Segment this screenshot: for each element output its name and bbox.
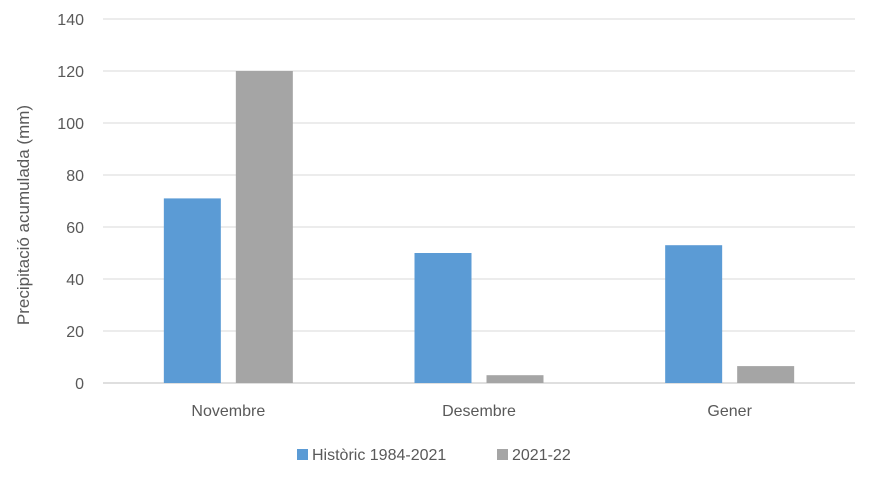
bar-novembre-series-1 (163, 198, 221, 383)
x-tick-label: Gener (707, 403, 752, 420)
bar-novembre-series-2 (235, 71, 293, 383)
bar-gener-series-1 (665, 245, 723, 383)
bar-desembre-series-1 (414, 253, 472, 383)
y-tick-label: 120 (57, 64, 84, 81)
y-tick-labels: 0 20 40 60 80 100 120 140 (57, 12, 84, 393)
grid-lines (103, 18, 855, 384)
y-tick-label: 20 (66, 324, 84, 341)
bars (163, 71, 795, 383)
y-axis-label: Precipitació acumulada (mm) (14, 105, 33, 325)
legend-label: 2021-22 (512, 447, 571, 464)
legend-label: Històric 1984-2021 (312, 447, 446, 464)
y-tick-label: 60 (66, 220, 84, 237)
bar-gener-series-2 (737, 366, 795, 383)
y-tick-label: 100 (57, 116, 84, 133)
legend-swatch (497, 449, 508, 460)
x-tick-labels: Novembre Desembre Gener (191, 403, 752, 420)
x-tick-label: Desembre (442, 403, 516, 420)
y-tick-label: 40 (66, 272, 84, 289)
legend-swatch (297, 449, 308, 460)
y-tick-label: 80 (66, 168, 84, 185)
legend: Històric 1984-2021 2021-22 (297, 447, 571, 464)
x-tick-label: Novembre (191, 403, 265, 420)
y-tick-label: 140 (57, 12, 84, 29)
bar-desembre-series-2 (486, 375, 544, 383)
y-tick-label: 0 (75, 376, 84, 393)
